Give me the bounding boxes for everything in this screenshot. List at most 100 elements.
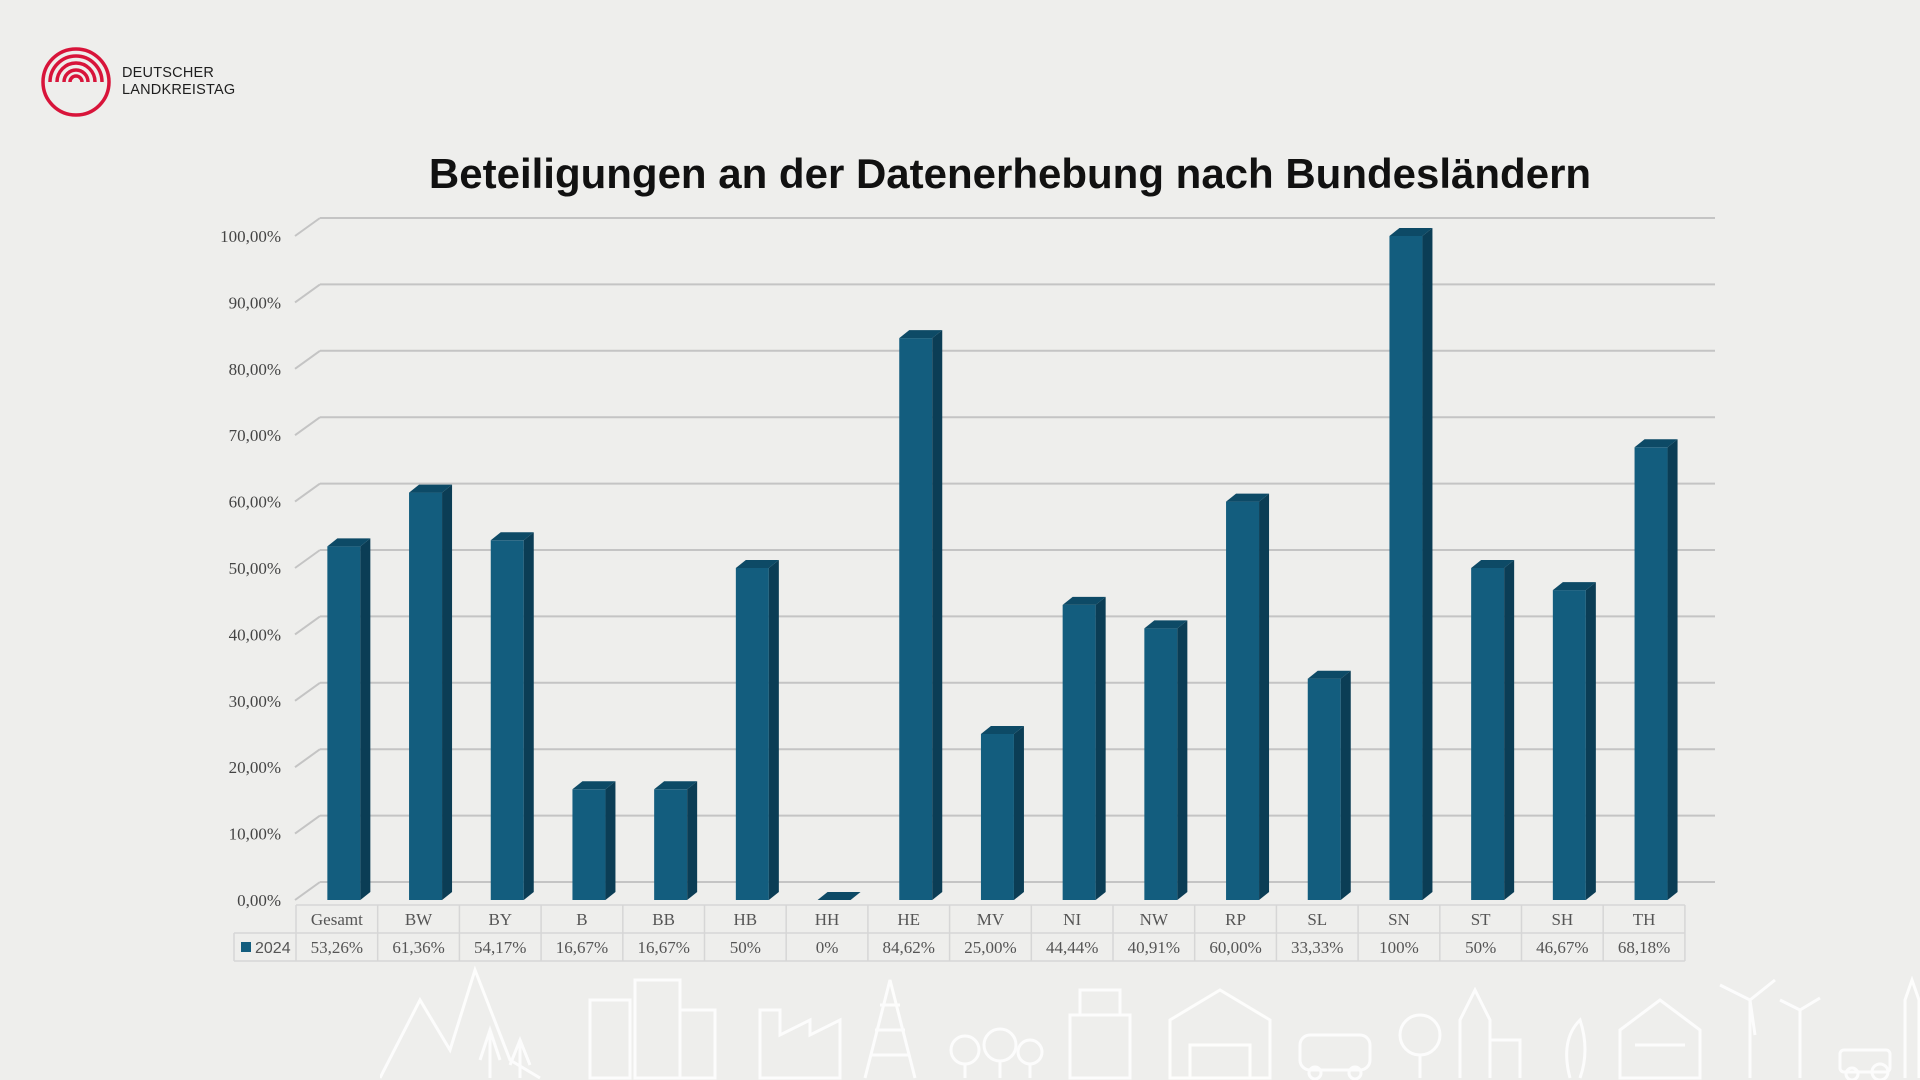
bar-chart: 0,00% 10,00% 20,00% 30,00% 40,00% 50,00% 60,00… (220, 217, 1715, 962)
data-label: 16,67% (637, 938, 689, 957)
bar-side (1504, 560, 1515, 900)
data-label: 54,17% (474, 938, 526, 957)
y-tick-label: 80,00% (229, 360, 281, 379)
bar (327, 546, 361, 900)
gridline-tick (294, 681, 321, 702)
gridline-tick (294, 482, 321, 503)
bar (899, 338, 933, 901)
bar-top (572, 781, 616, 790)
bar-side (1013, 726, 1024, 900)
data-label: 61,36% (392, 938, 444, 957)
bar-top (735, 560, 779, 568)
x-tick-label: ST (1471, 910, 1491, 929)
gridline-tick (294, 615, 321, 636)
bar-side (360, 538, 371, 900)
data-label: 100% (1379, 938, 1419, 957)
x-tick-label: TH (1633, 910, 1656, 929)
bar-top (654, 781, 698, 790)
bar-side (1340, 670, 1351, 900)
bar (1389, 236, 1423, 900)
data-label: 46,67% (1536, 938, 1588, 957)
y-tick-label: 30,00% (229, 692, 281, 711)
gridline-tick (294, 349, 321, 370)
data-label: 50% (730, 938, 761, 957)
x-tick-label: MV (977, 910, 1005, 929)
logo-line-2: LANDKREISTAG (122, 82, 236, 98)
gridline-tick (294, 814, 321, 835)
y-tick-label: 20,00% (229, 758, 281, 777)
bar (1634, 447, 1668, 900)
bar-side (1259, 493, 1270, 900)
bar-top (1552, 582, 1596, 591)
data-label: 25,00% (964, 938, 1016, 957)
bar-top (327, 538, 371, 547)
bar (1062, 604, 1096, 900)
x-tick-label: NI (1063, 910, 1081, 929)
logo-text: DEUTSCHER LANDKREISTAG (122, 65, 235, 99)
bar-top (817, 892, 861, 900)
bar (490, 540, 524, 900)
gridline-tick (294, 217, 321, 237)
x-tick-label: HH (815, 910, 840, 929)
bar (409, 492, 443, 900)
data-label: 60,00% (1209, 938, 1261, 957)
gridline-tick (294, 748, 321, 769)
bar-top (1144, 620, 1188, 629)
bar-top (1471, 560, 1515, 568)
bar-side (932, 330, 943, 901)
logo-line-1: DEUTSCHER (122, 65, 215, 81)
x-tick-label: HB (734, 910, 758, 929)
bar-top (490, 532, 534, 541)
y-tick-label: 70,00% (229, 426, 281, 445)
data-label: 84,62% (883, 938, 935, 957)
bar-side (1667, 439, 1678, 900)
landkreistag-logo-icon (41, 47, 111, 117)
x-tick-label: HE (897, 910, 920, 929)
bar (1471, 568, 1505, 900)
bar-side (687, 781, 698, 900)
gridline-tick (294, 549, 321, 569)
chart-title: Beteiligungen an der Datenerhebung nach … (428, 150, 1592, 197)
x-tick-label: BY (488, 910, 512, 929)
gridline-tick (294, 881, 321, 901)
y-tick-label: 90,00% (229, 293, 281, 312)
bar (654, 789, 688, 900)
bar (1552, 590, 1586, 900)
bar-side (605, 781, 616, 900)
data-label: 68,18% (1618, 938, 1670, 957)
x-tick-label: BB (652, 910, 675, 929)
data-label: 0% (816, 938, 839, 957)
data-label: 33,33% (1291, 938, 1343, 957)
x-tick-label: NW (1140, 910, 1169, 929)
bar (1307, 678, 1341, 900)
bar-side (1422, 228, 1433, 900)
x-tick-label: Gesamt (311, 910, 363, 929)
data-label: 44,44% (1046, 938, 1098, 957)
bar (572, 789, 606, 900)
data-label: 16,67% (556, 938, 608, 957)
y-tick-label: 100,00% (220, 227, 281, 246)
x-tick-label: SH (1551, 910, 1573, 929)
bar-side (768, 560, 779, 900)
bar (735, 568, 769, 900)
y-tick-label: 40,00% (229, 625, 281, 644)
bar (1144, 628, 1178, 900)
bar-top (409, 484, 453, 493)
bar-side (523, 532, 534, 900)
legend-swatch (241, 942, 251, 952)
y-tick-label: 50,00% (229, 559, 281, 578)
x-tick-label: SL (1307, 910, 1327, 929)
bar-side (442, 484, 453, 900)
bar (980, 734, 1014, 900)
bar-top (1634, 439, 1678, 448)
bar-top (1389, 228, 1433, 236)
y-tick-label: 10,00% (229, 825, 281, 844)
bar-side (1095, 596, 1106, 900)
y-tick-label: 60,00% (229, 493, 281, 512)
bar-side (1585, 582, 1596, 900)
x-tick-label: SN (1388, 910, 1410, 929)
gridline-tick (294, 283, 321, 304)
x-tick-label: BW (405, 910, 433, 929)
bar-top (980, 726, 1024, 734)
bar-top (899, 330, 943, 339)
